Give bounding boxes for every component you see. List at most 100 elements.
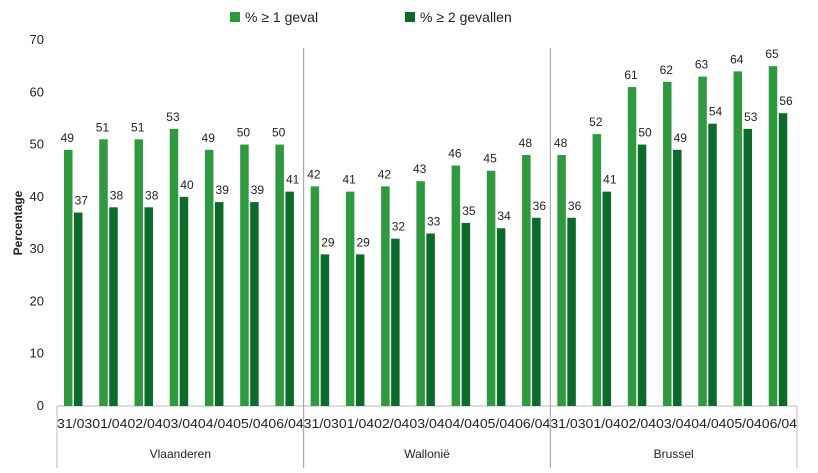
data-label: 36 bbox=[568, 199, 582, 213]
bar bbox=[486, 170, 496, 406]
x-tick-label: 04/04 bbox=[198, 417, 233, 431]
bar bbox=[179, 196, 189, 406]
data-label: 36 bbox=[533, 199, 547, 213]
bar bbox=[310, 186, 320, 406]
bar bbox=[496, 228, 506, 406]
y-tick-label: 20 bbox=[30, 293, 44, 308]
y-tick-label: 30 bbox=[30, 241, 44, 256]
x-tick-label: 04/04 bbox=[691, 417, 726, 431]
data-label: 54 bbox=[709, 105, 723, 119]
bar bbox=[532, 217, 541, 406]
data-label: 34 bbox=[497, 209, 511, 223]
data-label: 49 bbox=[674, 131, 688, 145]
y-tick-label: 10 bbox=[30, 346, 44, 361]
x-tick-label: 01/04 bbox=[339, 417, 374, 431]
bar bbox=[99, 139, 108, 407]
group-label: Wallonië bbox=[404, 447, 450, 461]
data-label: 49 bbox=[202, 131, 216, 145]
bar bbox=[285, 191, 294, 406]
bar bbox=[733, 71, 743, 406]
x-tick-label: 05/04 bbox=[727, 417, 762, 431]
data-label: 50 bbox=[237, 126, 251, 140]
legend-label-1: % ≥ 1 geval bbox=[245, 9, 318, 25]
bar bbox=[250, 202, 259, 406]
y-tick-label: 50 bbox=[30, 137, 44, 152]
x-tick-label: 01/04 bbox=[586, 417, 621, 431]
bar bbox=[214, 202, 224, 406]
data-label: 42 bbox=[307, 167, 321, 181]
data-label: 51 bbox=[131, 120, 145, 134]
data-label: 61 bbox=[624, 68, 638, 82]
data-label: 42 bbox=[378, 167, 392, 181]
data-label: 51 bbox=[96, 120, 110, 134]
bar bbox=[320, 254, 330, 406]
bar bbox=[673, 149, 682, 407]
data-label: 33 bbox=[427, 214, 441, 228]
x-tick-label: 06/04 bbox=[515, 417, 550, 431]
data-label: 32 bbox=[392, 220, 406, 234]
data-label: 35 bbox=[462, 204, 476, 218]
data-label: 64 bbox=[730, 52, 744, 66]
x-tick-label: 02/04 bbox=[374, 417, 409, 431]
data-label: 49 bbox=[61, 131, 75, 145]
data-label: 29 bbox=[356, 235, 370, 249]
data-label: 46 bbox=[448, 146, 462, 160]
y-tick-label: 40 bbox=[30, 189, 44, 204]
bar bbox=[708, 123, 717, 407]
x-tick-label: 03/04 bbox=[656, 417, 691, 431]
x-tick-label: 06/04 bbox=[762, 417, 797, 431]
y-tick-label: 60 bbox=[30, 84, 44, 99]
data-label: 48 bbox=[519, 136, 533, 150]
x-tick-label: 31/03 bbox=[57, 417, 92, 431]
y-axis-label: Percentage bbox=[11, 190, 25, 255]
group-label: Brussel bbox=[654, 447, 694, 461]
bar bbox=[64, 149, 73, 407]
data-label: 62 bbox=[660, 63, 674, 77]
x-tick-label: 31/03 bbox=[550, 417, 585, 431]
data-label: 53 bbox=[744, 110, 758, 124]
bar bbox=[169, 128, 179, 406]
bar bbox=[637, 144, 647, 407]
bar bbox=[426, 233, 435, 406]
bar bbox=[355, 254, 365, 406]
data-label: 56 bbox=[779, 94, 793, 108]
bar bbox=[592, 134, 602, 406]
legend-swatch-1 bbox=[230, 12, 240, 22]
y-tick-label: 70 bbox=[30, 32, 44, 47]
bar bbox=[345, 191, 355, 406]
bar bbox=[451, 165, 461, 406]
bar bbox=[602, 191, 612, 406]
data-label: 48 bbox=[554, 136, 568, 150]
data-label: 41 bbox=[286, 173, 300, 187]
data-label: 41 bbox=[603, 173, 617, 187]
legend-label-2: % ≥ 2 gevallen bbox=[420, 9, 512, 25]
bar bbox=[778, 113, 788, 406]
bar bbox=[768, 66, 778, 407]
data-label: 65 bbox=[765, 47, 779, 61]
bar bbox=[743, 128, 753, 406]
data-label: 37 bbox=[75, 194, 89, 208]
bar bbox=[74, 212, 83, 406]
data-label: 38 bbox=[145, 188, 159, 202]
bar bbox=[522, 155, 531, 406]
bar bbox=[557, 155, 566, 406]
data-label: 41 bbox=[342, 173, 356, 187]
data-label: 52 bbox=[589, 115, 603, 129]
bar bbox=[134, 139, 143, 407]
y-tick-label: 0 bbox=[37, 398, 44, 413]
data-label: 53 bbox=[166, 110, 180, 124]
legend: % ≥ 1 geval % ≥ 2 gevallen bbox=[230, 9, 512, 25]
data-label: 29 bbox=[321, 235, 335, 249]
legend-swatch-2 bbox=[405, 12, 415, 22]
x-tick-label: 03/04 bbox=[409, 417, 444, 431]
x-tick-label: 05/04 bbox=[233, 417, 268, 431]
x-tick-label: 05/04 bbox=[480, 417, 515, 431]
bar bbox=[663, 81, 672, 406]
bar bbox=[381, 186, 390, 406]
data-label: 50 bbox=[272, 126, 286, 140]
x-tick-label: 03/04 bbox=[163, 417, 198, 431]
bar bbox=[109, 207, 118, 406]
x-tick-label: 04/04 bbox=[445, 417, 480, 431]
data-label: 40 bbox=[180, 178, 194, 192]
